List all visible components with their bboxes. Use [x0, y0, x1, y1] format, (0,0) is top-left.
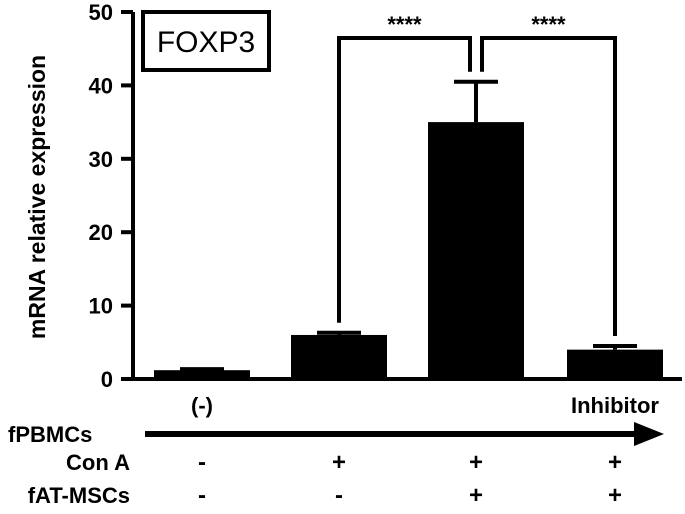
condition-label-1: fAT-MSCs	[28, 483, 130, 508]
condition-mark-1-0: -	[198, 482, 206, 509]
significance-label-1: ****	[531, 12, 566, 37]
condition-mark-0-0: -	[198, 449, 206, 476]
category-label-3: Inhibitor	[571, 393, 659, 418]
y-axis-label: mRNA relative expression	[24, 55, 50, 339]
y-tick-label-40: 40	[89, 73, 113, 98]
bar-3	[567, 349, 663, 379]
bar-0	[154, 370, 250, 379]
condition-mark-0-2: +	[469, 449, 483, 476]
condition-mark-0-1: +	[332, 449, 346, 476]
category-label-0: (-)	[191, 393, 213, 418]
condition-mark-0-3: +	[608, 449, 622, 476]
y-tick-label-0: 0	[101, 367, 113, 392]
significance-bracket-1	[480, 36, 617, 336]
condition-arrow-head	[634, 422, 664, 446]
y-tick-label-50: 50	[89, 0, 113, 25]
significance-label-0: ****	[387, 12, 422, 37]
bar-1	[291, 334, 387, 379]
y-tick-label-20: 20	[89, 220, 113, 245]
bar-2	[428, 122, 524, 379]
significance-bracket-0	[337, 36, 472, 323]
condition-label-0: Con A	[66, 450, 130, 475]
y-tick-label-30: 30	[89, 147, 113, 172]
condition-mark-1-1: -	[335, 482, 343, 509]
condition-mark-1-2: +	[469, 482, 483, 509]
condition-mark-1-3: +	[608, 482, 622, 509]
y-tick-label-10: 10	[89, 294, 113, 319]
chart-title: FOXP3	[157, 26, 255, 59]
arrow-label: fPBMCs	[8, 422, 92, 447]
title-box	[141, 10, 271, 72]
